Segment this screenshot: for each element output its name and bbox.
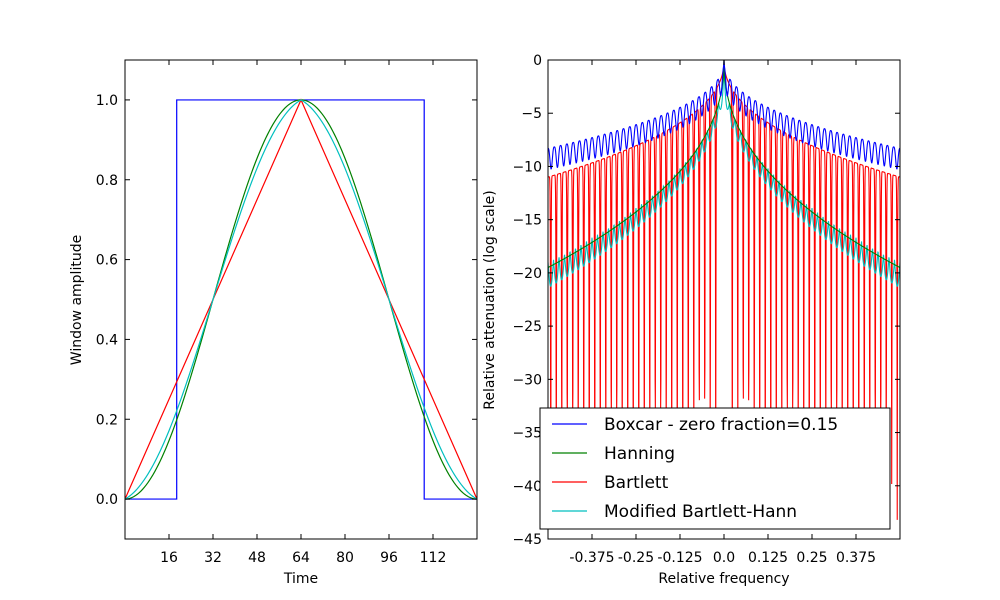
y-tick-label: −20: [512, 266, 542, 282]
legend-label: Hanning: [604, 444, 675, 464]
x-tick-label: 0.375: [836, 550, 876, 566]
y-tick-label: −35: [512, 426, 542, 442]
frequency-response-chart: -0.375 -0.25 -0.125 0.0 0.125 0.25 0.375 0 −5 −1…: [482, 53, 901, 587]
x-tick-label: -0.125: [657, 550, 702, 566]
x-tick-label: -0.25: [618, 550, 654, 566]
x-tick-label: 112: [420, 550, 447, 566]
y-tick-label: 0: [533, 53, 542, 69]
y-axis-label: Window amplitude: [69, 235, 85, 365]
x-tick-label: 0.0: [713, 550, 735, 566]
series-line: [548, 60, 900, 520]
plot-area: [125, 60, 477, 539]
x-axis-label: Time: [283, 571, 318, 587]
y-tick-label: −10: [512, 159, 542, 175]
y-tick-label: 0.0: [96, 492, 118, 508]
x-axis-ticks: -0.375 -0.25 -0.125 0.0 0.125 0.25 0.375: [569, 60, 876, 566]
y-axis-ticks: 0.0 0.2 0.4 0.6 0.8 1.0: [96, 93, 477, 508]
x-tick-label: 48: [248, 550, 266, 566]
x-tick-label: 0.25: [796, 550, 827, 566]
y-tick-label: −15: [512, 213, 542, 229]
series-line: [548, 60, 900, 269]
legend-entry: Boxcar - zero fraction=0.15: [552, 415, 838, 435]
series-group: [125, 98, 477, 500]
x-tick-label: 80: [336, 550, 354, 566]
legend-label: Modified Bartlett-Hann: [604, 502, 797, 522]
y-tick-label: 0.4: [96, 332, 118, 348]
window-shapes-chart: 16 32 48 64 80 96 112 0.00.20.40.60.81.0 Time …: [69, 59, 478, 587]
x-tick-label: 16: [160, 550, 178, 566]
y-axis-ticks: 0 −5 −10 −15 −20 −25 −30 −35 −40 −45: [512, 53, 900, 548]
x-axis-ticks: 16 32 48 64 80 96 112: [160, 60, 446, 566]
legend-entry: Bartlett: [552, 473, 669, 493]
y-tick-label: −5: [521, 106, 542, 122]
legend: Boxcar - zero fraction=0.15 Hanning Bart…: [539, 407, 891, 530]
y-tick-label: −25: [512, 319, 542, 335]
series-line: [548, 60, 900, 287]
legend-label: Bartlett: [604, 473, 669, 493]
x-tick-label: 0.125: [748, 550, 788, 566]
x-tick-label: 64: [292, 550, 310, 566]
y-tick-label: 0.6: [96, 253, 118, 269]
y-axis-label: Relative attenuation (log scale): [482, 190, 498, 409]
legend-box: [539, 407, 891, 530]
series-line: [125, 99, 477, 500]
y-tick-label: −40: [512, 479, 542, 495]
x-tick-label: 32: [204, 550, 222, 566]
y-tick-label: 0.2: [96, 412, 118, 428]
y-tick-label: −30: [512, 372, 542, 388]
x-axis-label: Relative frequency: [658, 571, 789, 587]
legend-label: Boxcar - zero fraction=0.15: [604, 415, 838, 435]
x-tick-label: 96: [380, 550, 398, 566]
series-line: [548, 60, 900, 170]
y-tick-label: 0.8: [96, 173, 118, 189]
series-group: [548, 60, 900, 520]
legend-entry: Modified Bartlett-Hann: [552, 502, 797, 522]
x-tick-label: -0.375: [569, 550, 614, 566]
legend-entry: Hanning: [552, 444, 675, 464]
y-tick-label: −45: [512, 532, 542, 548]
y-tick-label: 1.0: [96, 93, 118, 109]
